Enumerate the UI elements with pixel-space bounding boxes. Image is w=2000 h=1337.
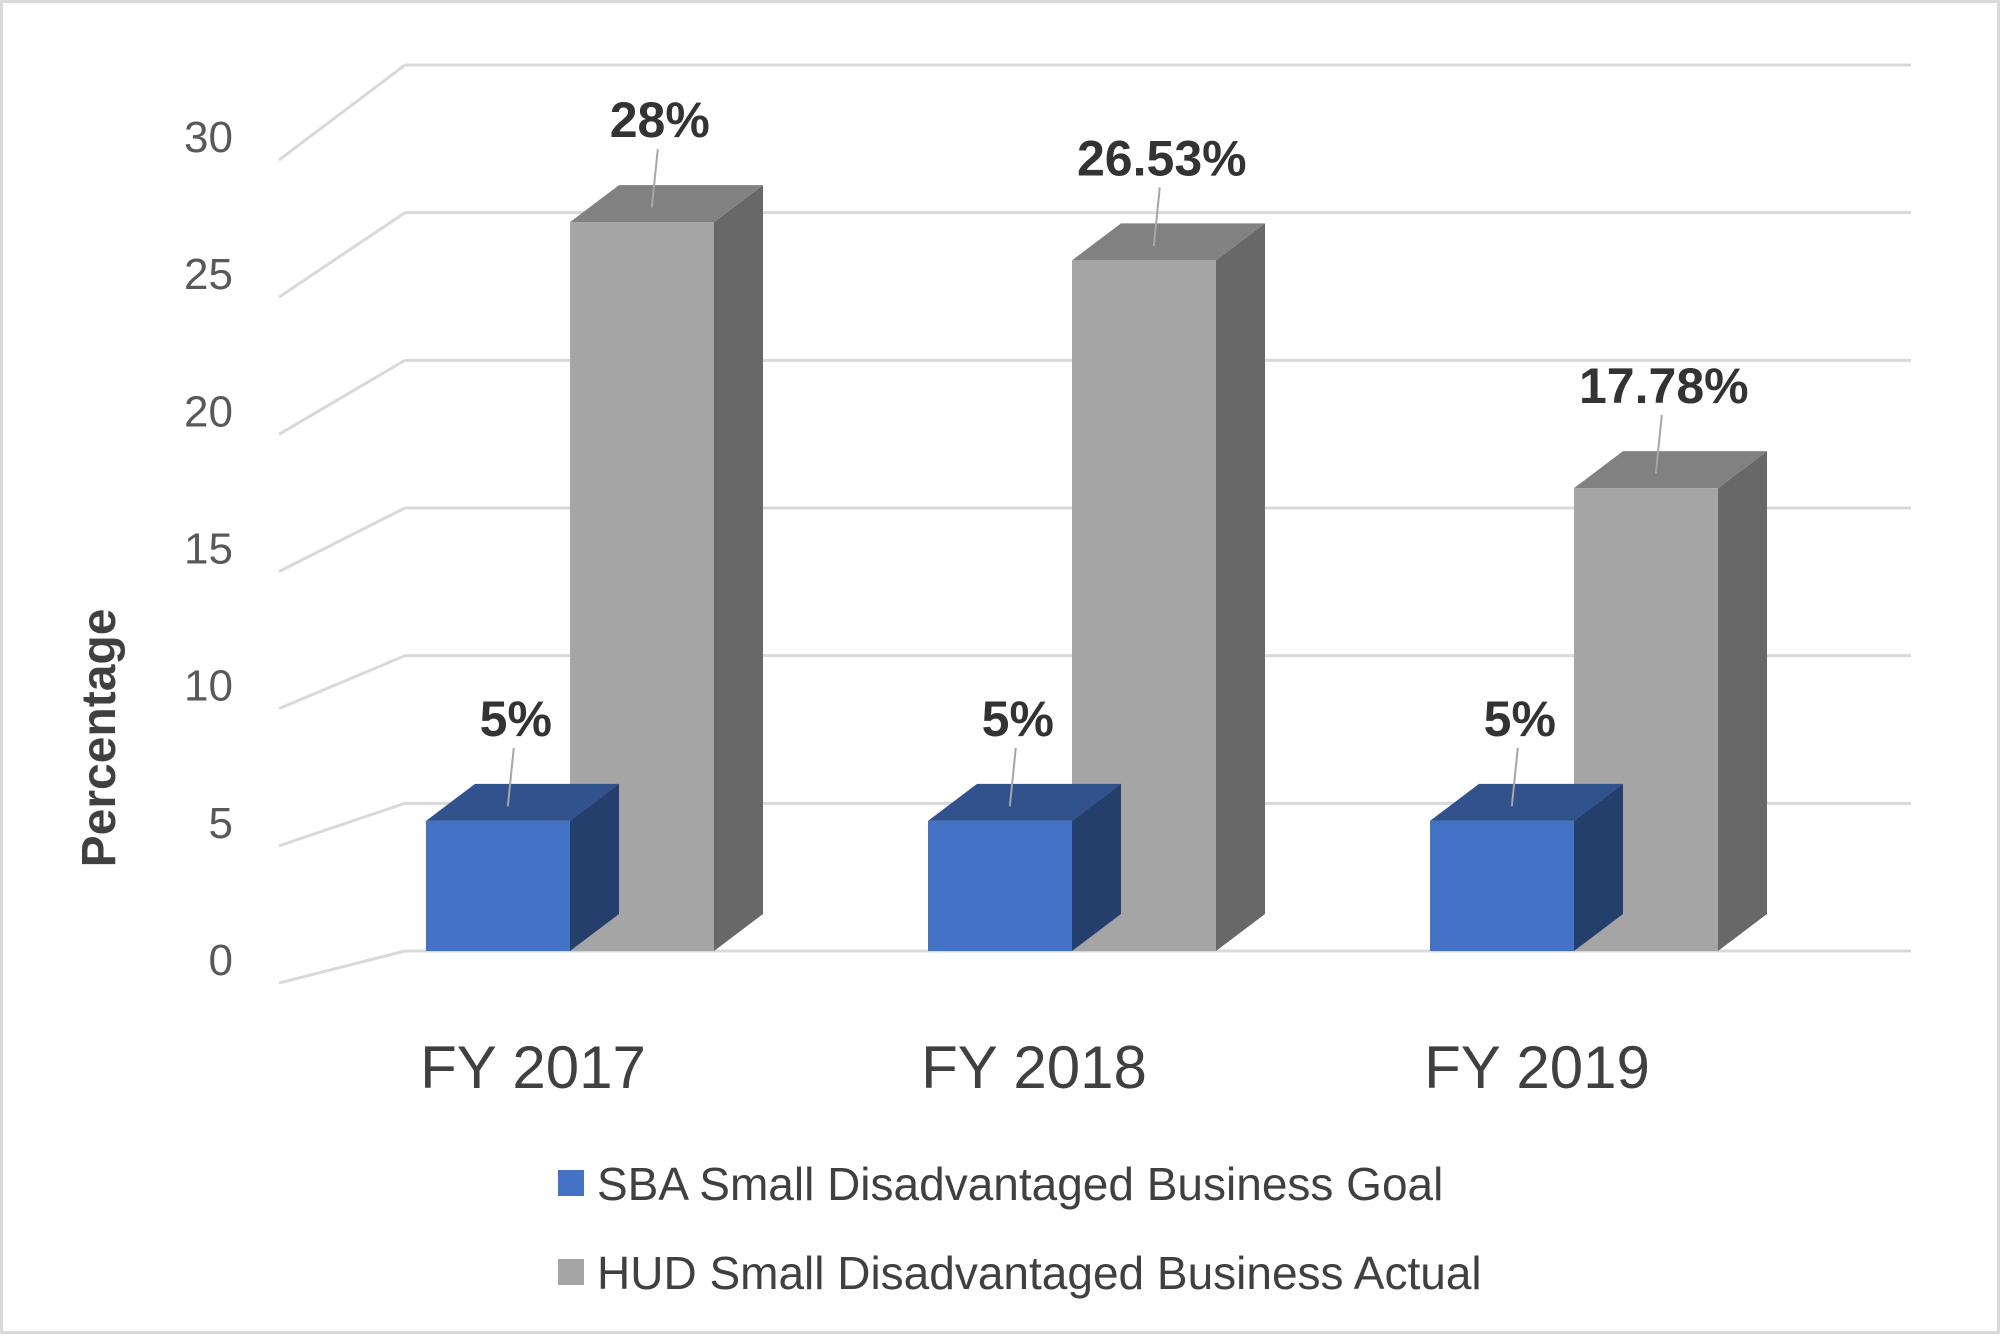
data-label-leader	[1510, 747, 1519, 807]
bars	[426, 185, 1767, 952]
bar-top	[570, 185, 763, 223]
bar-side	[714, 185, 763, 952]
bar-top	[1430, 783, 1623, 821]
bar-side	[1718, 451, 1767, 951]
bar-side	[570, 783, 619, 951]
data-label-leader	[650, 148, 659, 208]
data-label-leader	[1008, 747, 1017, 807]
legend: SBA Small Disadvantaged Business Goal HU…	[558, 1158, 1482, 1299]
bar-goal	[1430, 783, 1623, 951]
legend-swatch-goal	[558, 1170, 584, 1196]
data-label: 28%	[610, 92, 710, 148]
legend-label-goal: SBA Small Disadvantaged Business Goal	[597, 1158, 1443, 1210]
bar-goal	[426, 783, 619, 951]
bar-front	[1430, 820, 1574, 951]
gridline-side	[278, 211, 406, 299]
x-category-label: FY 2019	[1424, 1034, 1650, 1101]
data-label: 17.78%	[1579, 358, 1749, 414]
y-tick-label: 20	[184, 387, 233, 436]
legend-label-actual: HUD Small Disadvantaged Business Actual	[597, 1247, 1482, 1299]
y-tick-label: 10	[184, 662, 233, 711]
bar-top	[1072, 223, 1265, 261]
data-label: 26.53%	[1077, 130, 1247, 186]
data-label-leader	[1654, 415, 1663, 474]
x-axis-categories: FY 2017 FY 2018 FY 2019	[420, 1034, 1650, 1101]
legend-swatch-actual	[558, 1259, 584, 1285]
data-label: 5%	[982, 691, 1054, 747]
bar-top	[928, 783, 1121, 821]
gridline-side	[278, 801, 406, 848]
y-tick-label: 0	[209, 936, 233, 985]
data-label: 5%	[480, 691, 552, 747]
bar-top	[1574, 451, 1767, 489]
bar-front	[426, 820, 570, 951]
gridline-side	[278, 949, 406, 985]
y-tick-label: 5	[209, 799, 233, 848]
y-axis-ticks: 0 5 10 15 20 25 30	[184, 113, 233, 985]
y-tick-label: 30	[184, 113, 233, 162]
data-label: 5%	[1484, 691, 1556, 747]
bar-front	[928, 820, 1072, 951]
data-label-leader	[1152, 187, 1161, 246]
data-label-leader	[506, 747, 515, 807]
data-label-leaders	[506, 148, 1663, 807]
bar-goal	[928, 783, 1121, 951]
bar-chart: 0 5 10 15 20 25 30 28% 5% 26.53% 5% 17.78% 5% FY 20…	[73, 63, 1911, 1299]
y-tick-label: 25	[184, 250, 233, 299]
bar-top	[426, 783, 619, 821]
gridline-side	[278, 506, 406, 573]
y-tick-label: 15	[184, 525, 233, 574]
gridline-side	[278, 359, 406, 436]
data-labels: 28% 5% 26.53% 5% 17.78% 5%	[480, 92, 1749, 747]
bar-side	[1072, 783, 1121, 951]
bar-side	[1216, 223, 1265, 951]
bar-actual	[1072, 223, 1265, 951]
gridline-side	[278, 63, 406, 162]
x-category-label: FY 2017	[420, 1034, 646, 1101]
bar-side	[1574, 783, 1623, 951]
gridline-side	[278, 654, 406, 711]
x-category-label: FY 2018	[921, 1034, 1147, 1101]
y-axis-label: Percentage	[73, 609, 126, 868]
